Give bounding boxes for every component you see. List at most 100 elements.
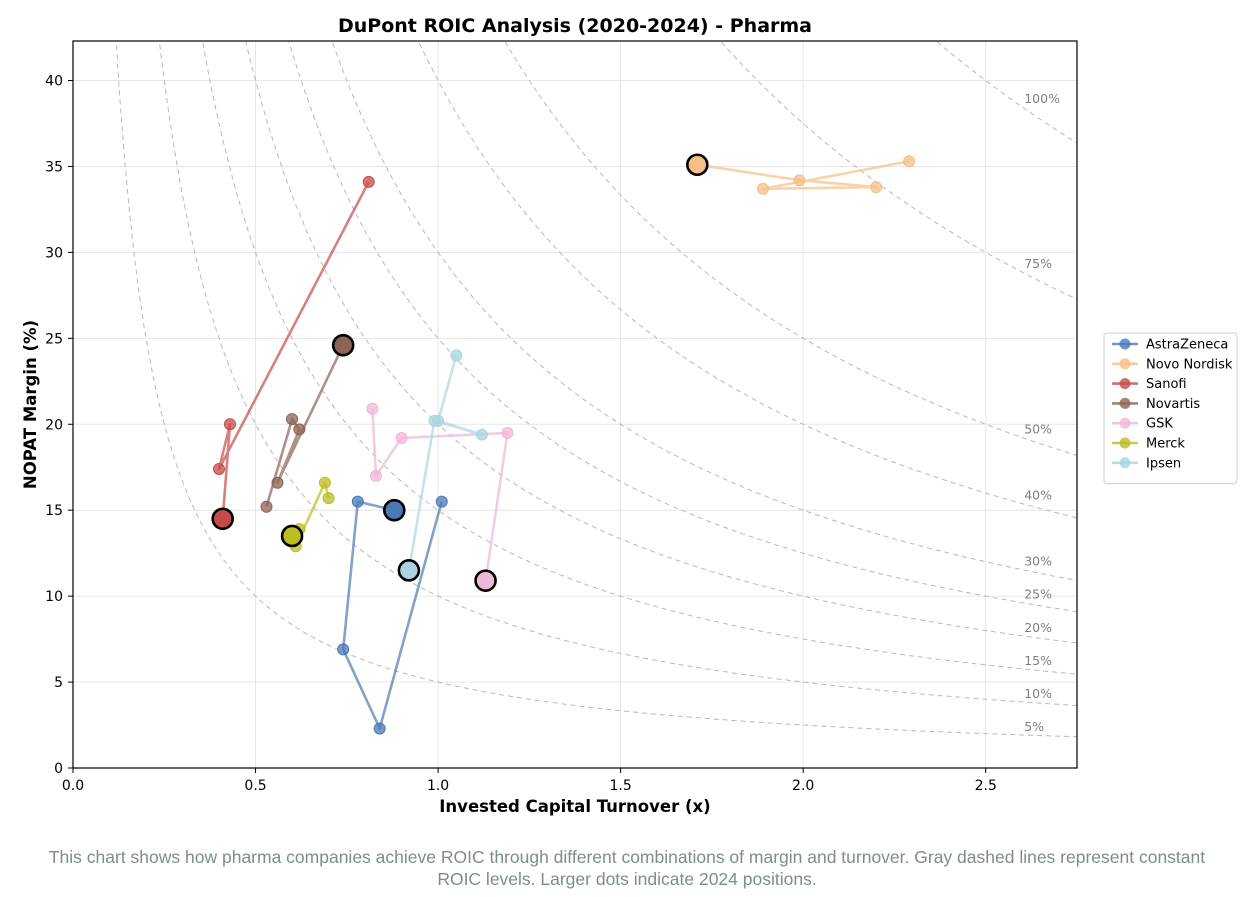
data-point xyxy=(293,423,306,436)
data-point xyxy=(318,476,331,489)
legend-swatch-marker xyxy=(1119,358,1131,370)
chart-title: DuPont ROIC Analysis (2020-2024) - Pharm… xyxy=(338,15,812,37)
x-tick-label: 0.0 xyxy=(62,778,84,794)
data-point xyxy=(260,500,273,513)
series-novo-nordisk xyxy=(686,153,916,195)
iso-roic-curve xyxy=(331,41,1077,581)
data-point xyxy=(286,413,299,426)
x-tick-label: 1.0 xyxy=(427,778,449,794)
legend-swatch-marker xyxy=(1119,397,1131,409)
data-point xyxy=(501,426,514,439)
legend-swatch-marker xyxy=(1119,338,1131,350)
data-point xyxy=(870,181,883,194)
x-tick-label: 0.5 xyxy=(244,778,266,794)
legend-item: Sanofi xyxy=(1112,377,1187,392)
iso-roic-label: 5% xyxy=(1024,719,1044,734)
data-point xyxy=(373,722,386,735)
point-2024 xyxy=(686,153,709,177)
y-axis-label: NOPAT Margin (%) xyxy=(21,320,40,489)
axis-ticks: 0.0 0.5 1.0 1.5 2.0 2.5 0 5 10 15 20 25 30 35 40 xyxy=(45,74,997,794)
series-merck xyxy=(280,476,335,553)
y-tick-label: 40 xyxy=(45,74,63,90)
iso-roic-curve xyxy=(202,41,1077,675)
legend-item: Ipsen xyxy=(1112,456,1181,471)
series-astrazeneca xyxy=(337,495,448,735)
legend-swatch-marker xyxy=(1119,457,1131,469)
legend-label: Novartis xyxy=(1146,397,1200,412)
y-tick-label: 20 xyxy=(45,417,63,433)
data-point xyxy=(370,469,383,482)
point-2024 xyxy=(331,333,355,357)
iso-roic-label: 25% xyxy=(1024,587,1052,602)
iso-roic-label: 30% xyxy=(1024,554,1052,569)
iso-roic-curve xyxy=(417,41,1077,519)
legend-swatch-marker xyxy=(1119,417,1131,429)
data-point xyxy=(213,462,226,475)
legend-swatch-marker xyxy=(1119,437,1131,449)
point-2024 xyxy=(397,559,421,582)
data-point xyxy=(435,495,448,508)
iso-roic-label: 100% xyxy=(1024,91,1060,106)
legend-label: Merck xyxy=(1146,437,1185,452)
data-point xyxy=(450,349,463,362)
data-point xyxy=(475,428,488,441)
legend-label: Ipsen xyxy=(1146,456,1181,471)
x-tick-label: 2.5 xyxy=(975,778,997,794)
point-2024 xyxy=(211,507,234,531)
point-2024 xyxy=(382,498,406,522)
legend-label: Sanofi xyxy=(1146,377,1187,392)
legend-label: AstraZeneca xyxy=(1146,338,1228,353)
legend-item: AstraZeneca xyxy=(1112,338,1228,353)
series-layer xyxy=(211,153,916,735)
legend-box xyxy=(1103,332,1238,485)
legend-item: Merck xyxy=(1112,437,1185,452)
x-tick-label: 1.5 xyxy=(610,778,632,794)
y-tick-label: 10 xyxy=(45,589,63,605)
legend-item: GSK xyxy=(1112,417,1173,432)
iso-roic-label: 15% xyxy=(1024,653,1052,668)
y-tick-label: 0 xyxy=(54,761,63,777)
series-ipsen xyxy=(397,349,488,582)
iso-roic-label: 50% xyxy=(1024,421,1052,436)
y-tick-label: 30 xyxy=(45,245,63,261)
iso-roic-curve xyxy=(158,41,1077,706)
iso-roic-curves xyxy=(115,41,1077,738)
data-point xyxy=(757,182,770,195)
y-tick-label: 5 xyxy=(54,675,63,691)
iso-roic-curve xyxy=(288,41,1077,613)
data-point xyxy=(362,175,375,188)
series-sanofi xyxy=(211,175,375,531)
y-tick-label: 35 xyxy=(45,159,63,175)
data-point xyxy=(337,643,350,656)
x-axis-label: Invested Capital Turnover (x) xyxy=(439,797,710,816)
plot-frame xyxy=(72,40,1078,769)
data-point xyxy=(395,432,408,445)
iso-roic-label: 75% xyxy=(1024,256,1052,271)
legend-label: Novo Nordisk xyxy=(1146,357,1233,372)
iso-roic-curve xyxy=(245,41,1077,644)
series-novartis xyxy=(260,333,355,513)
data-point xyxy=(322,492,335,505)
data-point xyxy=(793,174,806,187)
point-2024 xyxy=(474,569,497,592)
legend-swatch-marker xyxy=(1119,378,1131,390)
chart-caption: This chart shows how pharma companies ac… xyxy=(48,847,1206,889)
data-point xyxy=(366,402,379,415)
data-point xyxy=(271,476,284,489)
iso-roic-label: 10% xyxy=(1024,686,1052,701)
legend-label: GSK xyxy=(1146,417,1173,432)
legend-item: Novartis xyxy=(1112,397,1200,412)
series-gsk xyxy=(366,402,514,592)
data-point xyxy=(223,418,236,431)
series-line xyxy=(217,181,370,519)
iso-roic-label: 20% xyxy=(1024,620,1052,635)
y-tick-label: 25 xyxy=(45,331,63,347)
iso-roic-labels: 5% 10% 15% 20% 25% 30% 40% 50% 75% 100% xyxy=(1024,91,1060,734)
y-tick-label: 15 xyxy=(45,503,63,519)
legend: AstraZeneca Novo Nordisk Sanofi Novartis GSK… xyxy=(1103,332,1238,485)
x-tick-label: 2.0 xyxy=(792,778,814,794)
data-point xyxy=(351,495,364,508)
iso-roic-curve xyxy=(115,41,1077,738)
data-point xyxy=(428,414,441,427)
